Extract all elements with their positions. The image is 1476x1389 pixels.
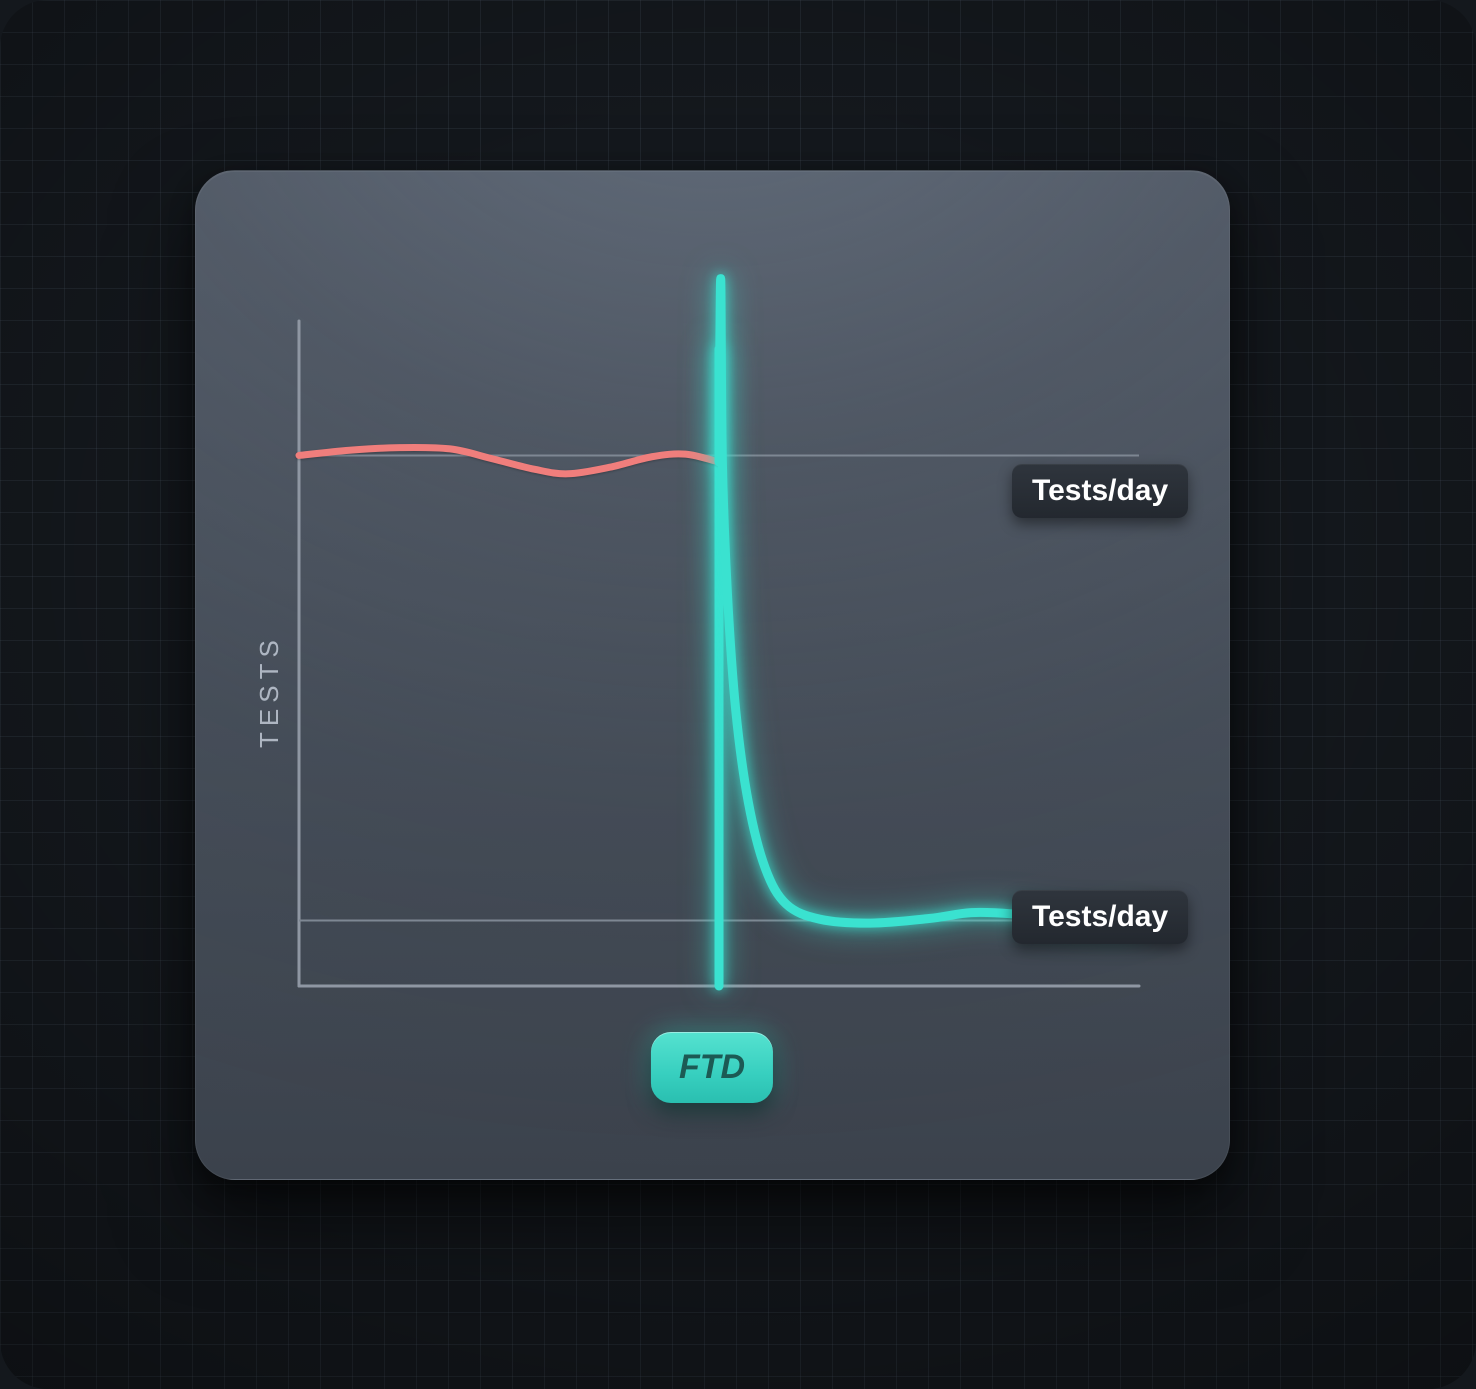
series-after: [719, 279, 1139, 924]
label-tests-per-day-lower: Tests/day: [1012, 890, 1188, 944]
chart-svg: [1, 1, 1476, 1389]
label-tests-per-day-upper: Tests/day: [1012, 464, 1188, 518]
series-before: [299, 447, 719, 473]
ftd-button[interactable]: FTD: [651, 1032, 773, 1103]
outer-frame: TESTS Tests/day Tests/day FTD: [0, 0, 1476, 1389]
chart-card: [195, 170, 1230, 1180]
chart-area: [196, 171, 1229, 1179]
y-axis-label: TESTS: [254, 634, 285, 748]
